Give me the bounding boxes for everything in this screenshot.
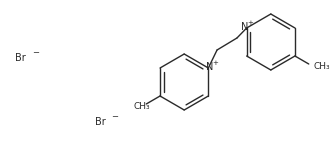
Text: CH₃: CH₃ xyxy=(313,62,330,71)
Text: +: + xyxy=(247,20,253,26)
Text: −: − xyxy=(32,49,39,57)
Text: CH₃: CH₃ xyxy=(134,102,150,111)
Text: N: N xyxy=(241,22,248,32)
Text: +: + xyxy=(212,60,218,66)
Text: −: − xyxy=(112,112,119,122)
Text: Br: Br xyxy=(95,117,105,127)
Text: N: N xyxy=(206,62,214,72)
Text: Br: Br xyxy=(15,53,26,63)
